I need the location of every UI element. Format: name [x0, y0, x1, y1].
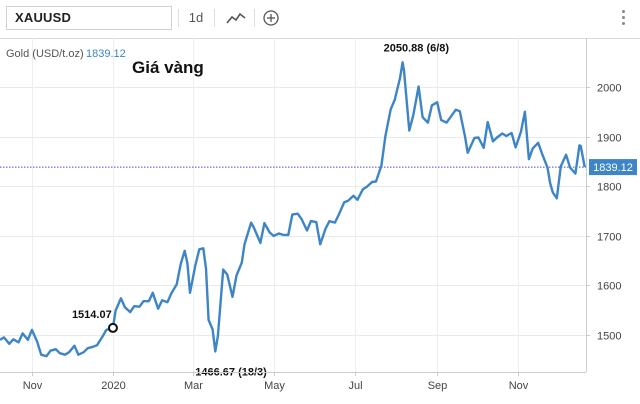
y-tick-label: 1800: [597, 182, 621, 194]
x-tick-label: Jul: [348, 380, 362, 392]
y-axis: 1500 1600 1700 1800 1900 2000: [586, 83, 621, 343]
x-tick-label: Sep: [428, 380, 448, 392]
chart-background: [0, 38, 640, 404]
chart-title: Giá vàng: [132, 58, 204, 77]
x-tick-label: Nov: [509, 380, 529, 392]
x-axis: Nov 2020 Mar May Jul Sep Nov: [23, 372, 529, 392]
chart-type-icon[interactable]: [222, 6, 250, 30]
instrument-label: Gold (USD/t.oz): [6, 48, 84, 60]
toolbar-divider: [254, 9, 255, 27]
toolbar-divider: [214, 9, 215, 27]
toolbar-divider: [178, 9, 179, 27]
grid: [0, 38, 586, 372]
interval-button[interactable]: 1d: [188, 10, 204, 25]
series-line-gold: [0, 61, 586, 358]
annotation-label: 2050.88 (6/8): [384, 42, 450, 54]
instrument-value: 1839.12: [86, 48, 126, 60]
y-tick-label: 1700: [597, 232, 621, 244]
add-indicator-icon[interactable]: [258, 6, 284, 30]
more-options-icon[interactable]: [622, 10, 626, 28]
y-tick-label: 1500: [597, 331, 621, 343]
y-tick-label: 1600: [597, 281, 621, 293]
y-tick-label: 2000: [597, 83, 621, 95]
last-value-badge: 1839.12: [589, 159, 637, 176]
annotation-marker: [107, 322, 118, 333]
chart-toolbar: XAUUSD 1d: [0, 0, 640, 38]
x-tick-label: Mar: [184, 380, 203, 392]
symbol-search-input[interactable]: XAUUSD: [6, 6, 172, 30]
y-tick-label: 1900: [597, 133, 621, 145]
last-value-label: 1839.12: [593, 162, 633, 174]
annotation-label: 1514.07: [72, 309, 112, 321]
x-tick-label: 2020: [101, 380, 125, 392]
x-tick-label: Nov: [23, 380, 43, 392]
x-tick-label: May: [264, 380, 285, 392]
